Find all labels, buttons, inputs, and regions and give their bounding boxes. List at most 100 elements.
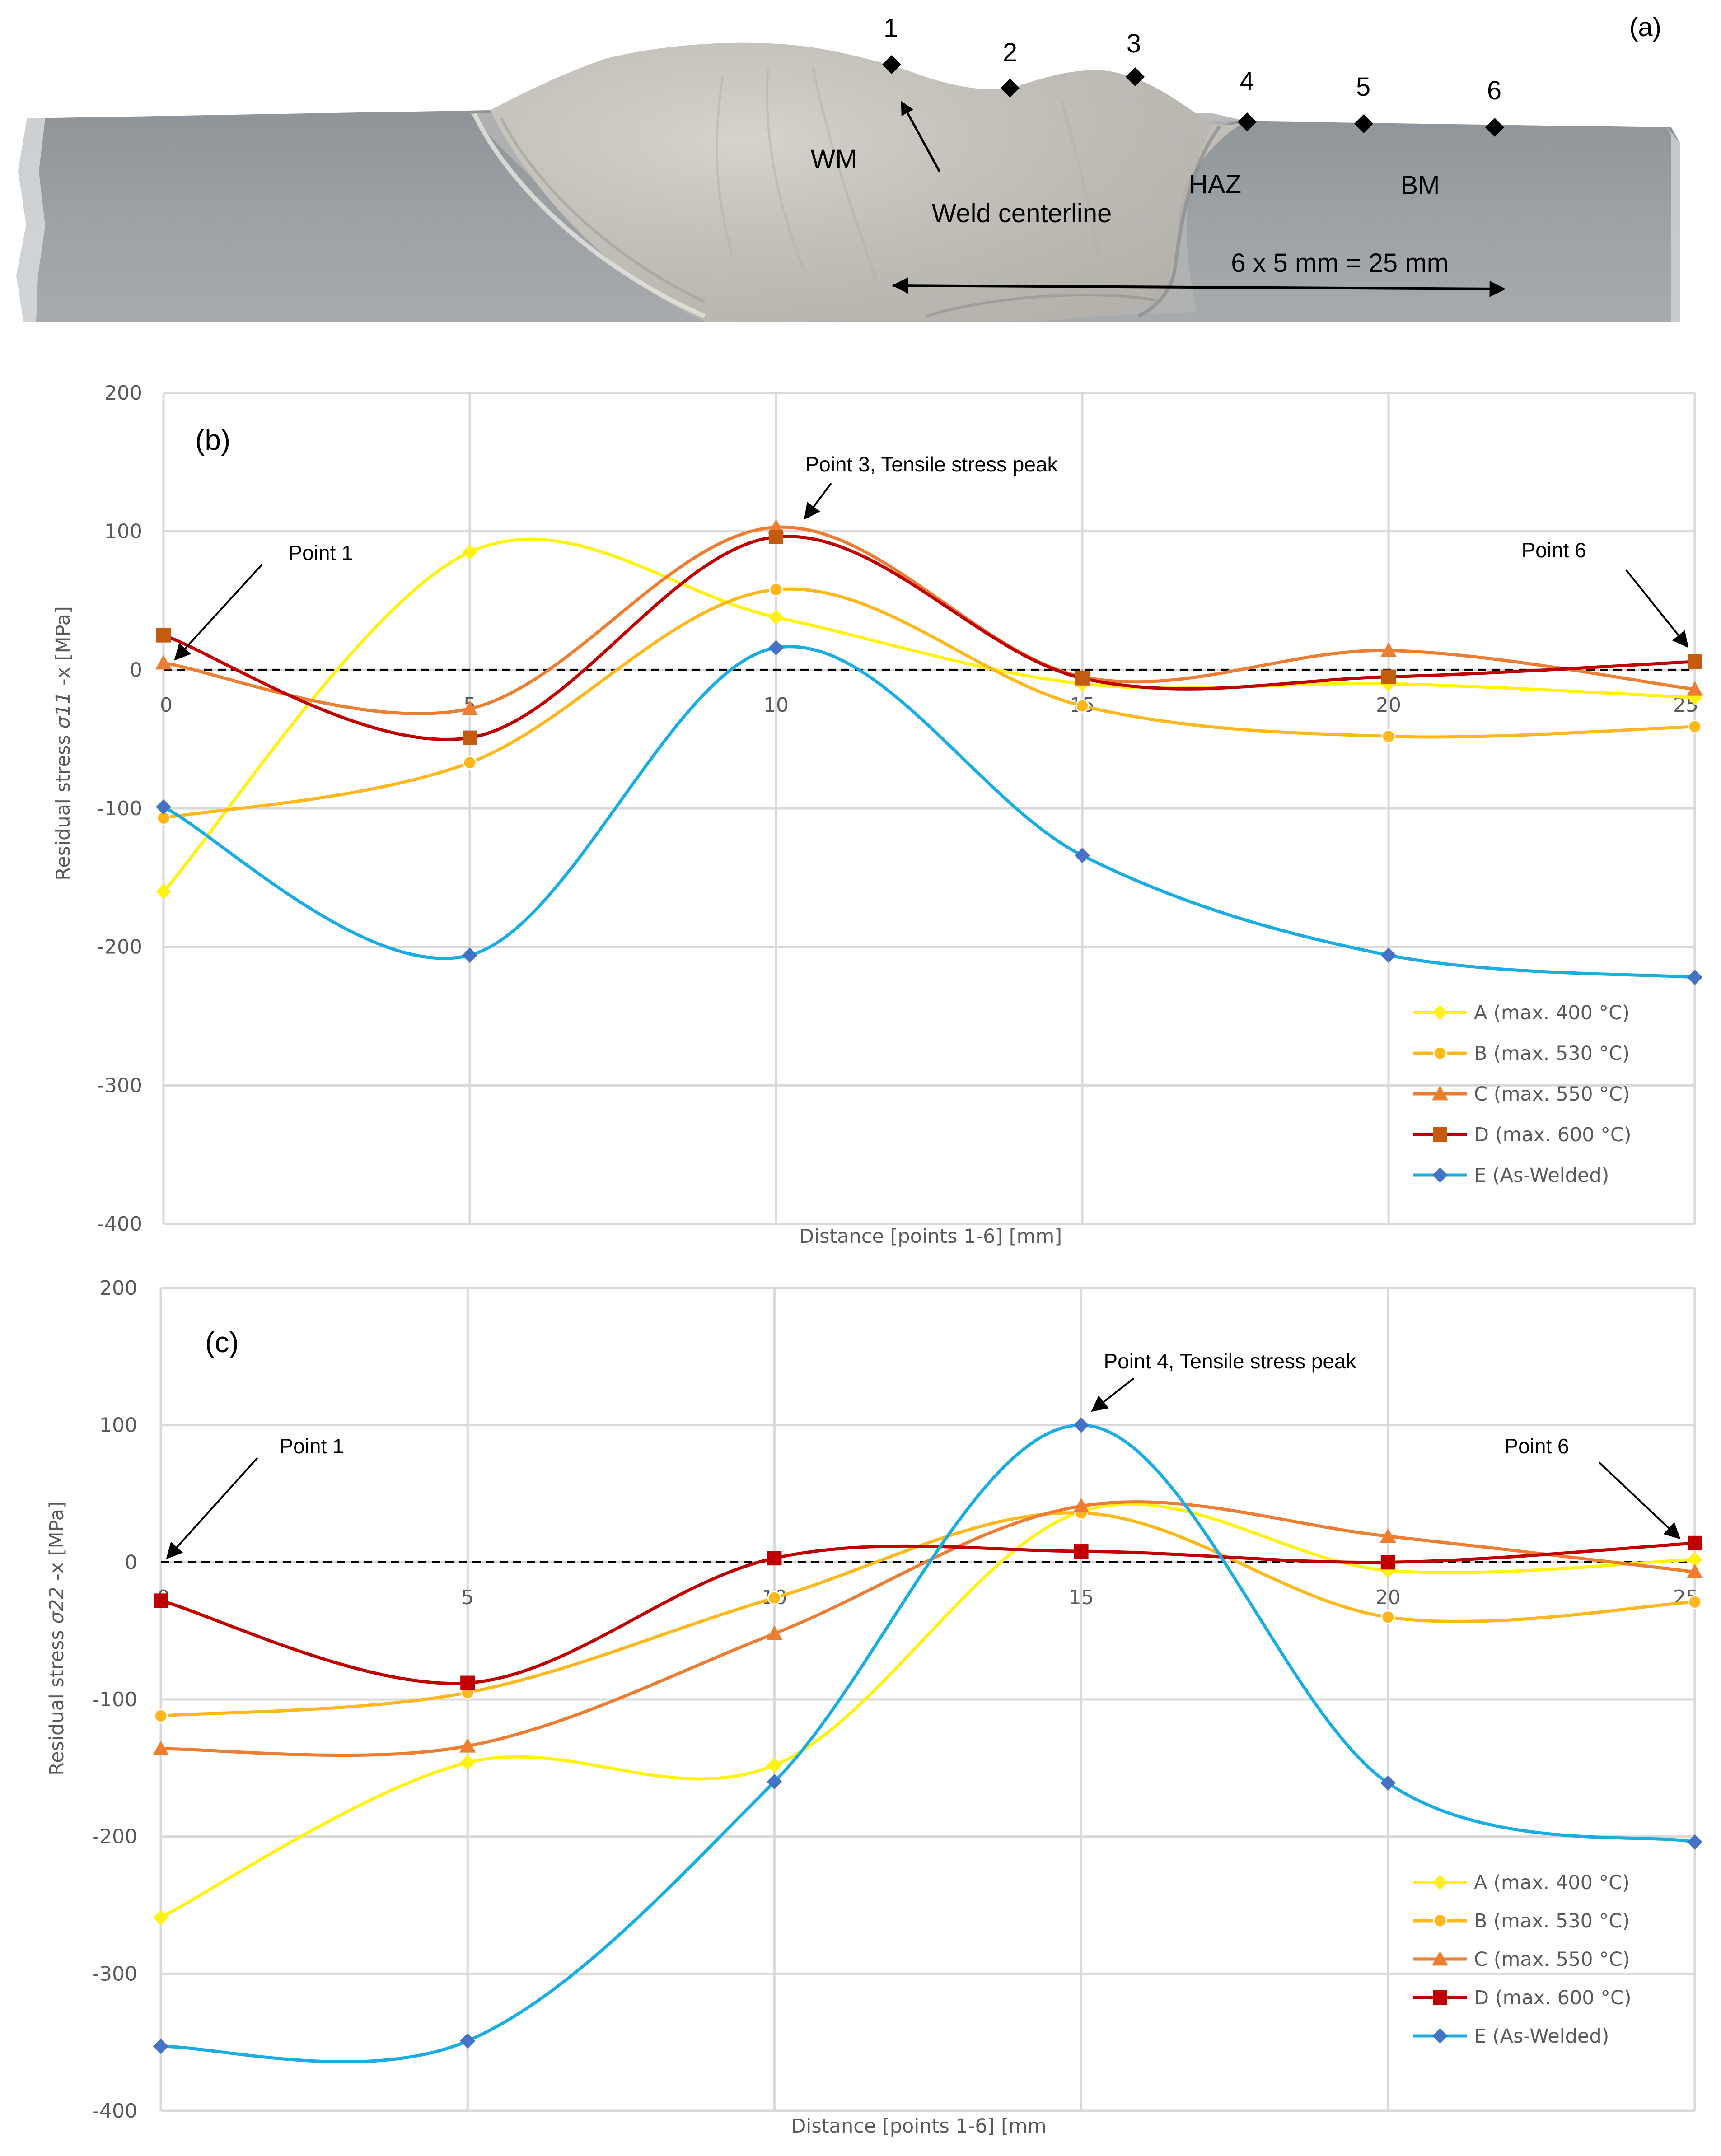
sigma11-series-line [162, 537, 1695, 893]
sigma22-annotation-arrow [1091, 1377, 1135, 1412]
sigma11-legend-label: B (max. 530 °C) [1474, 1042, 1630, 1065]
measurement-point-4 [1238, 112, 1257, 131]
sigma11-data-point [1688, 719, 1702, 734]
sigma22-x-tick-label: 20 [1375, 1586, 1401, 1609]
panel-b-label: (b) [195, 424, 230, 456]
sigma22-data-point [153, 1741, 169, 1755]
dimension-arrow [892, 277, 1506, 297]
sigma22-x-tick-label: 5 [461, 1586, 474, 1609]
point-label-6: 6 [1487, 76, 1501, 105]
sigma11-data-point [156, 799, 171, 815]
sigma22-x-axis-title: Distance [points 1-6] [mm [791, 2115, 1046, 2137]
sigma11-data-point [1380, 642, 1397, 657]
sigma11-data-point [1075, 671, 1090, 686]
sigma22-data-point [154, 1708, 168, 1723]
sigma11-series-line [163, 535, 1695, 742]
sigma22-legend-label: C (max. 550 °C) [1474, 1948, 1630, 1971]
sigma22-series-line [160, 1511, 1695, 1717]
sigma22-annotation-text: Point 4, Tensile stress peak [1104, 1349, 1356, 1373]
sigma11-data-point [462, 700, 478, 715]
sigma11-data-point [768, 609, 784, 625]
sigma11-y-tick-label: -100 [97, 797, 142, 820]
sigma22-legend-label: D (max. 600 °C) [1474, 1987, 1632, 2009]
sigma22-annotation-arrow [166, 1457, 258, 1559]
sigma22-data-point [1688, 1595, 1702, 1609]
sigma11-legend: A (max. 400 °C) B (max. 530 °C) C (max. 55… [1413, 1002, 1632, 1187]
sigma22-data-point [1380, 1775, 1396, 1791]
base-metal-label: BM [1401, 171, 1440, 200]
sigma11-legend-marker [1432, 1005, 1448, 1020]
sigma22-annotation-text: Point 1 [279, 1434, 344, 1458]
sigma22-y-axis-title: Residual stress σ22 -x [MPa] [46, 1501, 68, 1775]
sigma11-y-tick-label: -300 [97, 1074, 142, 1097]
sigma11-annotation-arrow [1625, 569, 1689, 648]
measurement-point-5 [1354, 114, 1373, 133]
fusion-line-left-inner [500, 117, 706, 303]
sigma11-legend-marker [1433, 1046, 1447, 1060]
sigma22-series-line [160, 1503, 1695, 1919]
point-label-1: 1 [884, 14, 898, 43]
sigma22-y-tick-label: 200 [99, 1277, 137, 1300]
sigma22-data-point [767, 1757, 782, 1773]
sigma22-legend-marker [1432, 2028, 1448, 2044]
sigma11-x-tick-label: 0 [160, 694, 173, 717]
sigma22-y-tick-label: -200 [92, 1825, 137, 1848]
sigma22-series-line [160, 1423, 1695, 2063]
sigma22-data-point [767, 1774, 782, 1790]
sigma22-annotation-text: Point 6 [1504, 1434, 1569, 1458]
fusion-line-left [472, 112, 706, 318]
sigma11-legend-marker [1432, 1086, 1448, 1101]
sigma22-legend-marker [1433, 1913, 1447, 1928]
sigma22-data-point [1687, 1563, 1703, 1578]
sigma22-data-point [1687, 1552, 1702, 1568]
sigma11-data-point [462, 544, 477, 560]
sigma22-data-point [1073, 1417, 1089, 1433]
sigma11-legend-marker [1433, 1127, 1447, 1142]
sigma22-y-tick-label: -300 [92, 1962, 137, 1985]
sigma22-data-point [153, 2039, 168, 2054]
sigma22-legend-marker [1433, 1990, 1447, 2005]
sigma11-data-point [156, 628, 171, 643]
sigma22-series [153, 1417, 1703, 2063]
sigma11-annotation-arrow [804, 482, 832, 520]
sigma11-data-point [769, 529, 783, 544]
measurement-point-6 [1485, 118, 1504, 137]
weld-metal-shading [490, 42, 1211, 322]
point-label-2: 2 [1003, 38, 1017, 67]
sigma22-series-line [160, 1541, 1695, 1685]
sigma11-series-line [163, 525, 1695, 715]
sigma11-data-point [1381, 729, 1396, 744]
weld-dendrite-texture [716, 67, 1099, 280]
sigma22-legend-label: E (As-Welded) [1474, 2025, 1609, 2048]
sigma11-data-point [1687, 681, 1703, 696]
sigma11-data-point [768, 640, 784, 656]
sigma22-series-c [153, 1498, 1703, 1757]
sigma22-x-tick-label: 15 [1069, 1586, 1094, 1609]
sigma11-data-point [1075, 848, 1090, 863]
sigma22-data-point [460, 1675, 475, 1690]
sigma11-y-tick-labels: 200 100 0 -100 -200 -300 -400 [97, 382, 142, 1236]
sigma22-data-point [1688, 1535, 1702, 1550]
sigma11-y-axis-title: Residual stress σ11 -x [MPa] [52, 606, 75, 880]
sigma22-data-point [459, 1738, 476, 1753]
sigma11-y-tick-label: 100 [104, 520, 142, 543]
sigma22-annotations: Point 1 Point 4, Tensile stress peak Point… [166, 1349, 1681, 1559]
sigma22-annotation-arrow [1598, 1461, 1681, 1540]
haz-label: HAZ [1189, 170, 1241, 199]
sigma22-legend-label: B (max. 530 °C) [1474, 1910, 1630, 1932]
sigma11-legend-label: D (max. 600 °C) [1474, 1124, 1632, 1146]
sigma11-annotation-arrow [174, 564, 263, 661]
sigma11-data-point [463, 730, 477, 745]
sigma11-gridlines [162, 392, 1696, 1225]
sigma22-series-line [160, 1500, 1695, 1757]
measurement-point-2 [1001, 79, 1020, 98]
fusion-line-right [1137, 125, 1221, 318]
sigma22-data-point [767, 1591, 781, 1605]
sigma11-data-point [463, 756, 477, 770]
point-label-5: 5 [1356, 72, 1370, 102]
sigma22-series-b [154, 1506, 1702, 1723]
sigma11-y-tick-label: 0 [130, 658, 142, 681]
sigma22-data-point [1380, 1555, 1395, 1570]
